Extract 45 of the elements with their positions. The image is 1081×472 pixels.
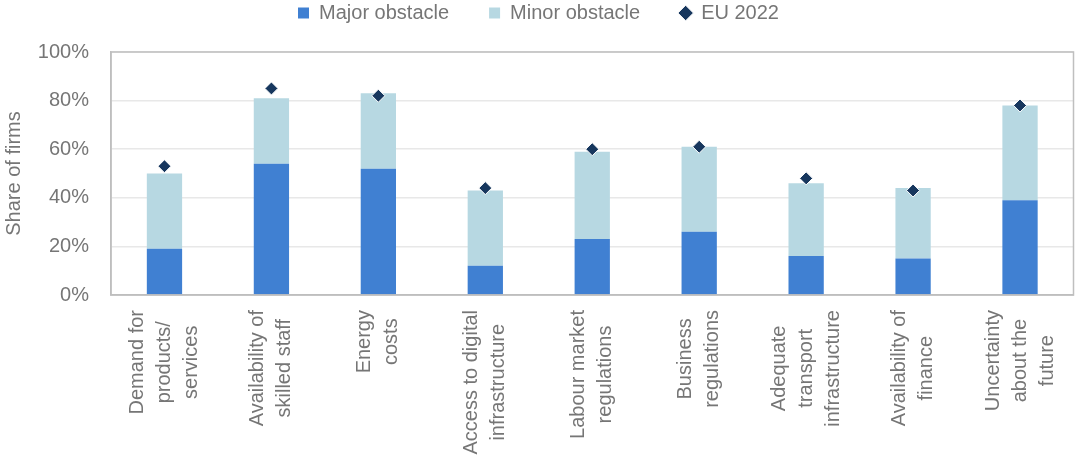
point xyxy=(585,142,600,157)
point xyxy=(906,183,921,198)
bar xyxy=(895,258,931,295)
bar xyxy=(360,93,397,169)
y-tick-label: 0% xyxy=(60,282,90,305)
point xyxy=(478,181,493,196)
y-tick-label: 20% xyxy=(48,233,90,256)
x-tick-label: Business regulations xyxy=(673,310,723,408)
point xyxy=(799,171,814,186)
bar xyxy=(146,173,183,249)
bar xyxy=(467,190,503,266)
bar xyxy=(467,265,503,295)
bar xyxy=(1002,200,1038,295)
point xyxy=(264,81,279,96)
bar xyxy=(895,188,931,259)
point xyxy=(157,159,172,174)
x-tick-label: Availability of finance xyxy=(887,309,937,427)
y-tick-label: 60% xyxy=(48,136,90,159)
point xyxy=(1013,98,1028,113)
x-tick-label: Uncertainty about the future xyxy=(980,310,1057,412)
bar xyxy=(253,98,290,164)
x-tick-label: Demand for products/ services xyxy=(124,309,201,415)
y-tick-label: 80% xyxy=(48,88,90,111)
x-tick-label: Labour market regulations xyxy=(566,309,616,439)
legend-label: Major obstacle xyxy=(319,0,450,23)
bar xyxy=(788,183,824,257)
y-tick-label: 40% xyxy=(48,185,90,208)
bar xyxy=(574,239,610,295)
x-tick-label: Energy costs xyxy=(352,310,402,374)
bar xyxy=(788,256,824,295)
bar xyxy=(681,146,717,232)
bar xyxy=(681,231,717,295)
x-tick-label: Adequate transport infrastructure xyxy=(766,310,843,427)
y-axis-title: Share of firms xyxy=(1,111,24,236)
x-tick-label: Access to digital infrastructure xyxy=(459,310,509,455)
bar xyxy=(253,163,290,295)
legend-label: EU 2022 xyxy=(701,0,779,23)
bar xyxy=(574,151,610,240)
bar xyxy=(1002,105,1038,201)
legend-label: Minor obstacle xyxy=(510,0,641,23)
point xyxy=(371,88,386,103)
bar xyxy=(360,168,397,295)
bar xyxy=(146,248,183,295)
y-tick-label: 100% xyxy=(37,39,90,62)
point xyxy=(692,139,707,154)
